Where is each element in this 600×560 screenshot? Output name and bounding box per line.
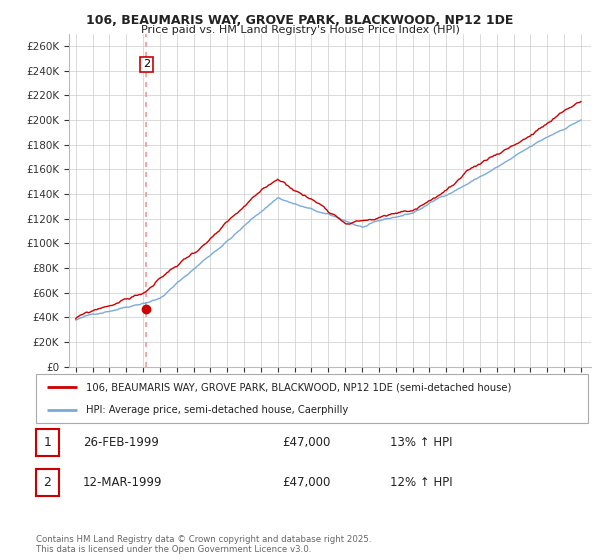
Text: Price paid vs. HM Land Registry's House Price Index (HPI): Price paid vs. HM Land Registry's House …: [140, 25, 460, 35]
Text: 1: 1: [43, 436, 52, 449]
Text: 2: 2: [43, 476, 52, 489]
FancyBboxPatch shape: [36, 374, 588, 423]
Text: £47,000: £47,000: [282, 476, 331, 489]
Text: HPI: Average price, semi-detached house, Caerphilly: HPI: Average price, semi-detached house,…: [86, 405, 348, 416]
Text: £47,000: £47,000: [282, 436, 331, 449]
Text: 12-MAR-1999: 12-MAR-1999: [83, 476, 162, 489]
Text: Contains HM Land Registry data © Crown copyright and database right 2025.
This d: Contains HM Land Registry data © Crown c…: [36, 535, 371, 554]
Text: 2: 2: [143, 59, 150, 69]
Text: 12% ↑ HPI: 12% ↑ HPI: [390, 476, 452, 489]
Text: 13% ↑ HPI: 13% ↑ HPI: [390, 436, 452, 449]
Text: 106, BEAUMARIS WAY, GROVE PARK, BLACKWOOD, NP12 1DE: 106, BEAUMARIS WAY, GROVE PARK, BLACKWOO…: [86, 14, 514, 27]
Text: 26-FEB-1999: 26-FEB-1999: [83, 436, 158, 449]
Text: 106, BEAUMARIS WAY, GROVE PARK, BLACKWOOD, NP12 1DE (semi-detached house): 106, BEAUMARIS WAY, GROVE PARK, BLACKWOO…: [86, 382, 511, 393]
